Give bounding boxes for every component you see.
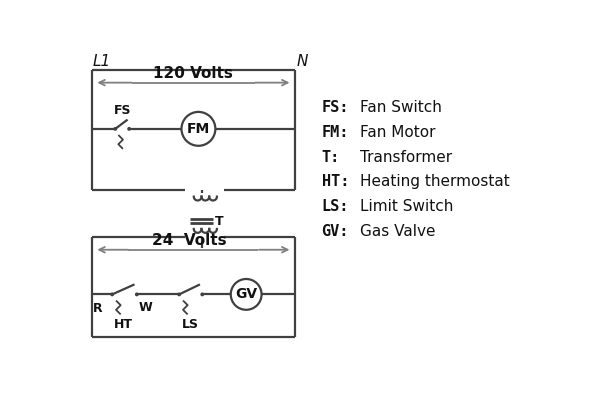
Text: Transformer: Transformer (360, 150, 453, 165)
Circle shape (201, 292, 204, 296)
Text: Fan Motor: Fan Motor (360, 125, 435, 140)
Text: Fan Switch: Fan Switch (360, 100, 442, 115)
Text: T:: T: (322, 150, 340, 165)
Text: W: W (139, 300, 152, 314)
Text: T: T (215, 215, 224, 228)
Text: N: N (296, 54, 307, 69)
Text: HT:: HT: (322, 174, 349, 189)
Circle shape (177, 292, 181, 296)
Text: Gas Valve: Gas Valve (360, 224, 435, 238)
Text: GV: GV (235, 287, 257, 302)
Text: 24  Volts: 24 Volts (152, 233, 227, 248)
Circle shape (110, 292, 114, 296)
Text: L1: L1 (92, 54, 110, 69)
Text: LS: LS (182, 318, 199, 330)
Text: Heating thermostat: Heating thermostat (360, 174, 510, 189)
Text: HT: HT (113, 318, 133, 330)
Circle shape (113, 127, 117, 131)
Text: FM:: FM: (322, 125, 349, 140)
Text: FS:: FS: (322, 100, 349, 115)
Text: R: R (93, 302, 103, 315)
Text: 120 Volts: 120 Volts (153, 66, 234, 81)
Text: GV:: GV: (322, 224, 349, 238)
Circle shape (127, 127, 131, 131)
Text: LS:: LS: (322, 199, 349, 214)
Circle shape (135, 292, 139, 296)
Text: FM: FM (187, 122, 210, 136)
Text: Limit Switch: Limit Switch (360, 199, 454, 214)
Text: FS: FS (114, 104, 131, 116)
